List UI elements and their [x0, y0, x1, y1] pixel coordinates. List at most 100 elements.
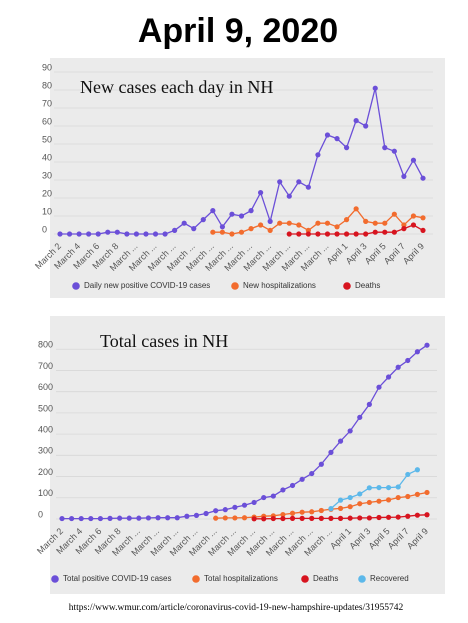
data-point — [286, 231, 292, 237]
data-point — [280, 511, 286, 518]
data-point — [309, 509, 315, 515]
data-point — [305, 231, 311, 237]
data-point — [382, 220, 388, 226]
data-point — [251, 499, 257, 506]
data-point — [414, 467, 420, 473]
page-title: April 9, 2020 — [138, 12, 338, 50]
source-url: https://www.wmur.com/article/coronavirus… — [69, 603, 404, 613]
data-point — [162, 231, 168, 237]
data-point — [315, 231, 321, 237]
legend-marker — [301, 575, 309, 583]
legend-marker — [72, 282, 80, 290]
data-point — [318, 515, 324, 521]
data-point — [363, 231, 369, 237]
data-point — [328, 449, 334, 455]
data-point — [376, 514, 382, 521]
legend-marker — [231, 282, 239, 290]
y-tick-label: 600 — [38, 382, 53, 392]
data-point — [193, 512, 200, 518]
data-point — [347, 428, 353, 434]
y-tick-label: 30 — [42, 170, 52, 180]
chart-panel — [50, 58, 445, 298]
data-point — [347, 515, 353, 521]
data-point — [203, 510, 209, 517]
data-point — [241, 515, 248, 521]
data-point — [410, 157, 417, 163]
legend-marker — [192, 575, 200, 583]
data-point — [219, 224, 225, 230]
data-point — [299, 515, 305, 521]
y-tick-label: 700 — [38, 361, 53, 371]
data-point — [305, 184, 311, 190]
legend-label: Total hospitalizations — [204, 574, 278, 583]
data-point — [222, 515, 228, 521]
data-point — [286, 220, 292, 226]
data-point — [174, 515, 180, 521]
data-point — [219, 229, 225, 235]
y-tick-label: 80 — [42, 80, 52, 90]
data-point — [296, 179, 302, 185]
data-point — [414, 349, 420, 355]
y-tick-label: 0 — [42, 224, 47, 234]
y-tick-label: 200 — [38, 467, 53, 477]
data-point — [424, 489, 430, 496]
data-point — [86, 231, 92, 237]
data-point — [324, 220, 331, 226]
y-tick-label: 90 — [42, 62, 52, 72]
data-point — [210, 208, 216, 214]
legend-label: Daily new positive COVID-19 cases — [84, 281, 210, 290]
data-point — [315, 152, 321, 158]
data-point — [59, 515, 65, 522]
data-point — [366, 485, 372, 491]
data-point — [261, 516, 267, 522]
data-point — [414, 512, 420, 518]
data-point — [376, 384, 382, 390]
data-point — [420, 227, 426, 233]
data-point — [353, 206, 359, 212]
data-point — [277, 220, 283, 226]
chart-title: New cases each day in NH — [80, 77, 273, 97]
data-point — [210, 229, 216, 235]
data-point — [334, 224, 340, 230]
data-point — [232, 515, 238, 521]
legend-label: Deaths — [313, 574, 338, 583]
data-point — [420, 215, 426, 221]
legend-marker — [343, 282, 351, 290]
data-point — [318, 507, 324, 514]
data-point — [105, 229, 111, 235]
data-point — [258, 222, 264, 228]
data-point — [238, 229, 245, 235]
data-point — [337, 515, 344, 521]
data-point — [363, 218, 369, 224]
data-point — [424, 342, 430, 348]
data-point — [107, 515, 113, 521]
data-point — [372, 229, 378, 235]
data-point — [372, 85, 378, 91]
data-point — [309, 470, 315, 477]
y-tick-label: 500 — [38, 403, 53, 413]
data-point — [410, 213, 417, 219]
legend-label: Total positive COVID-19 cases — [63, 574, 172, 583]
data-point — [395, 364, 401, 370]
data-point — [385, 514, 392, 520]
data-point — [334, 136, 340, 142]
data-point — [136, 515, 142, 521]
data-point — [372, 220, 378, 226]
data-point — [280, 487, 286, 493]
series-line — [330, 469, 418, 510]
data-point — [318, 461, 324, 467]
data-point — [385, 374, 392, 380]
y-tick-label: 0 — [38, 509, 43, 519]
data-point — [357, 414, 363, 420]
data-point — [395, 514, 401, 520]
data-point — [238, 213, 245, 219]
y-tick-label: 70 — [42, 98, 52, 108]
data-point — [382, 229, 388, 235]
data-point — [296, 222, 302, 228]
data-point — [343, 145, 350, 151]
y-tick-label: 20 — [42, 188, 52, 198]
data-point — [363, 123, 369, 129]
y-tick-label: 40 — [42, 152, 52, 162]
data-point — [382, 145, 388, 151]
